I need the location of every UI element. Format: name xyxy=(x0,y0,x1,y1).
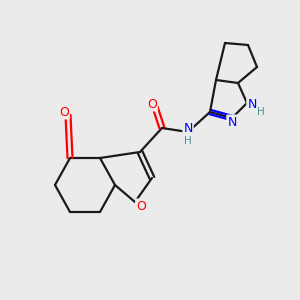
Text: N: N xyxy=(183,122,193,134)
Text: N: N xyxy=(227,116,237,128)
Text: O: O xyxy=(59,106,69,118)
Text: H: H xyxy=(184,136,192,146)
Text: H: H xyxy=(257,107,265,117)
Text: N: N xyxy=(247,98,257,112)
Text: O: O xyxy=(147,98,157,110)
Text: O: O xyxy=(136,200,146,212)
